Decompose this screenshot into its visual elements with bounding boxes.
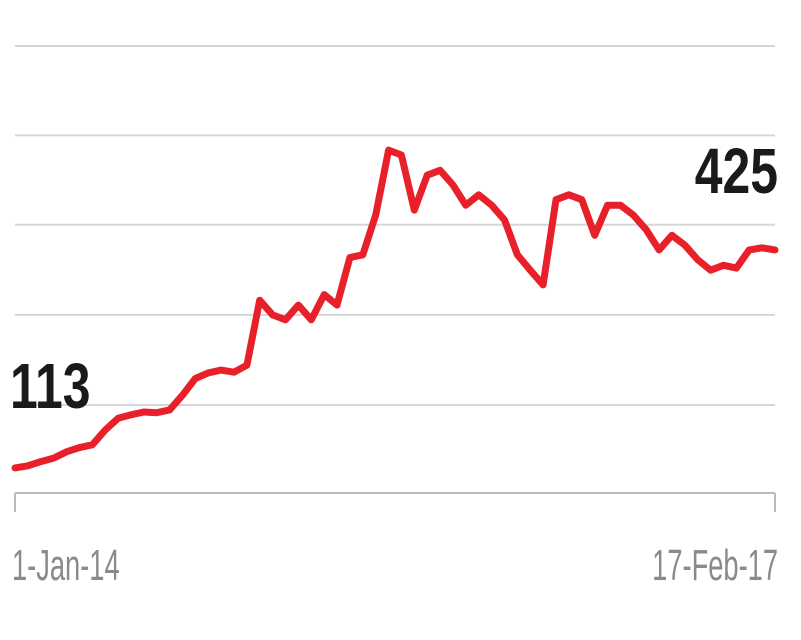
x-tick-label: 17-Feb-17 <box>652 540 778 589</box>
data-label: 425 <box>695 136 778 207</box>
grid <box>15 45 775 494</box>
price-line <box>11 146 779 472</box>
x-tick-label: 1-Jan-14 <box>12 540 120 589</box>
data-label: 113 <box>10 351 91 422</box>
